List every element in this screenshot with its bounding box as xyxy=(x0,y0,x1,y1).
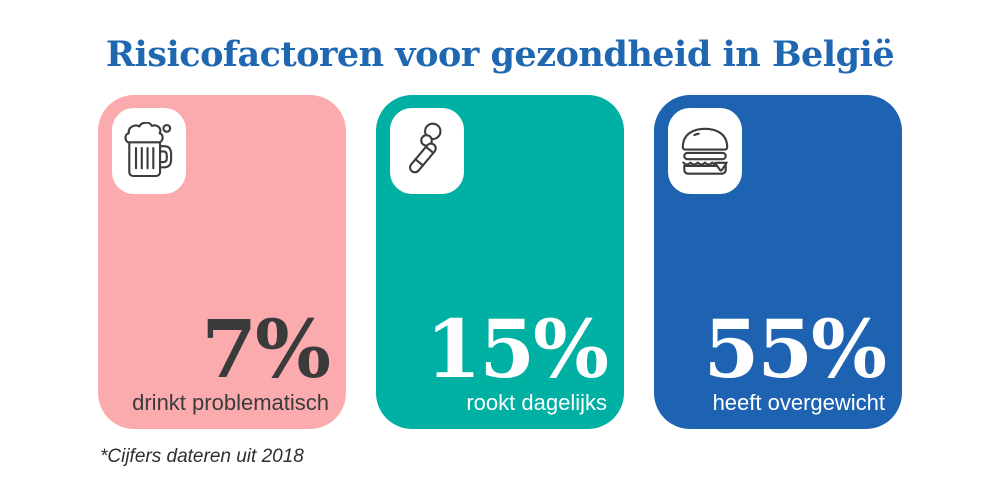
cigarette-icon xyxy=(403,122,451,180)
beer-mug-icon xyxy=(124,122,174,180)
stat-value: 55% xyxy=(703,301,887,396)
icon-tile xyxy=(390,108,464,194)
page-title: Risicofactoren voor gezondheid in België xyxy=(105,34,895,76)
stat-card-overweight: 55% heeft overgewicht xyxy=(654,95,902,429)
stat-block: 7% drinkt problematisch xyxy=(132,301,331,416)
stat-card-smoking: 15% rookt dagelijks xyxy=(376,95,624,429)
stat-label: drinkt problematisch xyxy=(132,389,329,415)
stat-block: 15% rookt dagelijks xyxy=(425,301,609,416)
stat-card-drinking: 7% drinkt problematisch xyxy=(98,95,346,429)
stat-value: 15% xyxy=(425,301,609,396)
burger-icon xyxy=(678,125,732,177)
stat-label: rookt dagelijks xyxy=(466,389,607,415)
stat-cards-row: 7% drinkt problematisch xyxy=(0,95,1000,429)
icon-tile xyxy=(112,108,186,194)
icon-tile xyxy=(668,108,742,194)
footnote: *Cijfers dateren uit 2018 xyxy=(100,446,304,467)
stat-value: 7% xyxy=(201,301,331,396)
stat-block: 55% heeft overgewicht xyxy=(703,301,887,416)
stat-label: heeft overgewicht xyxy=(712,389,885,415)
